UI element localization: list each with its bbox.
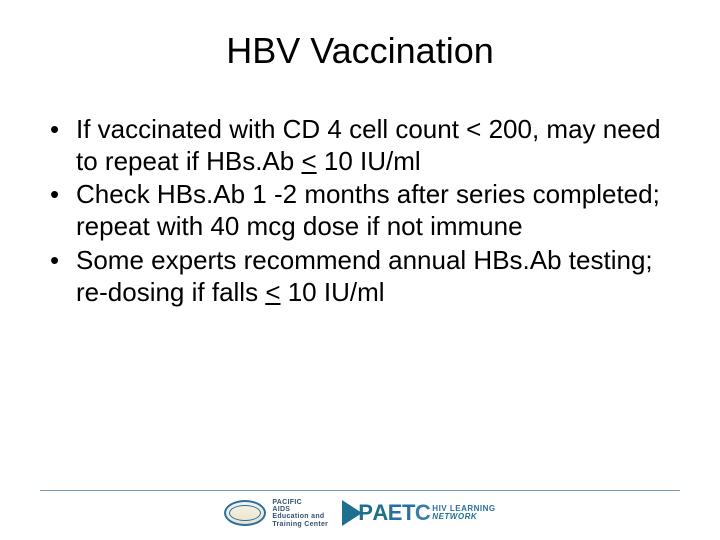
pacific-line: PACIFIC: [272, 499, 328, 506]
footer-divider: [40, 490, 680, 491]
paetc-letter: T: [402, 500, 415, 526]
page-title: HBV Vaccination: [40, 30, 680, 72]
content-area: If vaccinated with CD 4 cell count < 200…: [40, 114, 680, 540]
bullet-underline: <: [265, 277, 280, 307]
paetc-logo: P A E T C HIV LEARNING NETWORK: [342, 500, 495, 526]
bullet-list: If vaccinated with CD 4 cell count < 200…: [40, 114, 680, 308]
paetc-letter: E: [388, 500, 402, 526]
list-item: Check HBs.Ab 1 -2 months after series co…: [40, 179, 680, 242]
pacific-oval-icon: [224, 500, 266, 526]
bullet-underline: <: [301, 146, 316, 176]
paetc-letter: P: [358, 500, 372, 526]
list-item: If vaccinated with CD 4 cell count < 200…: [40, 114, 680, 177]
pacific-aids-logo: PACIFIC AIDS Education and Training Cent…: [224, 499, 328, 528]
bullet-text-post: 10 IU/ml: [317, 146, 421, 176]
pacific-logo-text: PACIFIC AIDS Education and Training Cent…: [272, 499, 328, 528]
logo-row: PACIFIC AIDS Education and Training Cent…: [40, 499, 680, 528]
paetc-letter: C: [415, 500, 430, 526]
bullet-text: Check HBs.Ab 1 -2 months after series co…: [76, 179, 660, 241]
bullet-text-post: 10 IU/ml: [281, 277, 385, 307]
list-item: Some experts recommend annual HBs.Ab tes…: [40, 245, 680, 308]
pacific-line: AIDS: [272, 506, 328, 513]
pacific-line: Education and: [272, 513, 328, 520]
footer: PACIFIC AIDS Education and Training Cent…: [0, 490, 720, 528]
paetc-subtitle: HIV LEARNING NETWORK: [432, 505, 495, 521]
pacific-line: Training Center: [272, 521, 328, 528]
paetc-letter: A: [372, 500, 387, 526]
paetc-sub-line: NETWORK: [432, 513, 495, 521]
slide: HBV Vaccination If vaccinated with CD 4 …: [0, 0, 720, 540]
